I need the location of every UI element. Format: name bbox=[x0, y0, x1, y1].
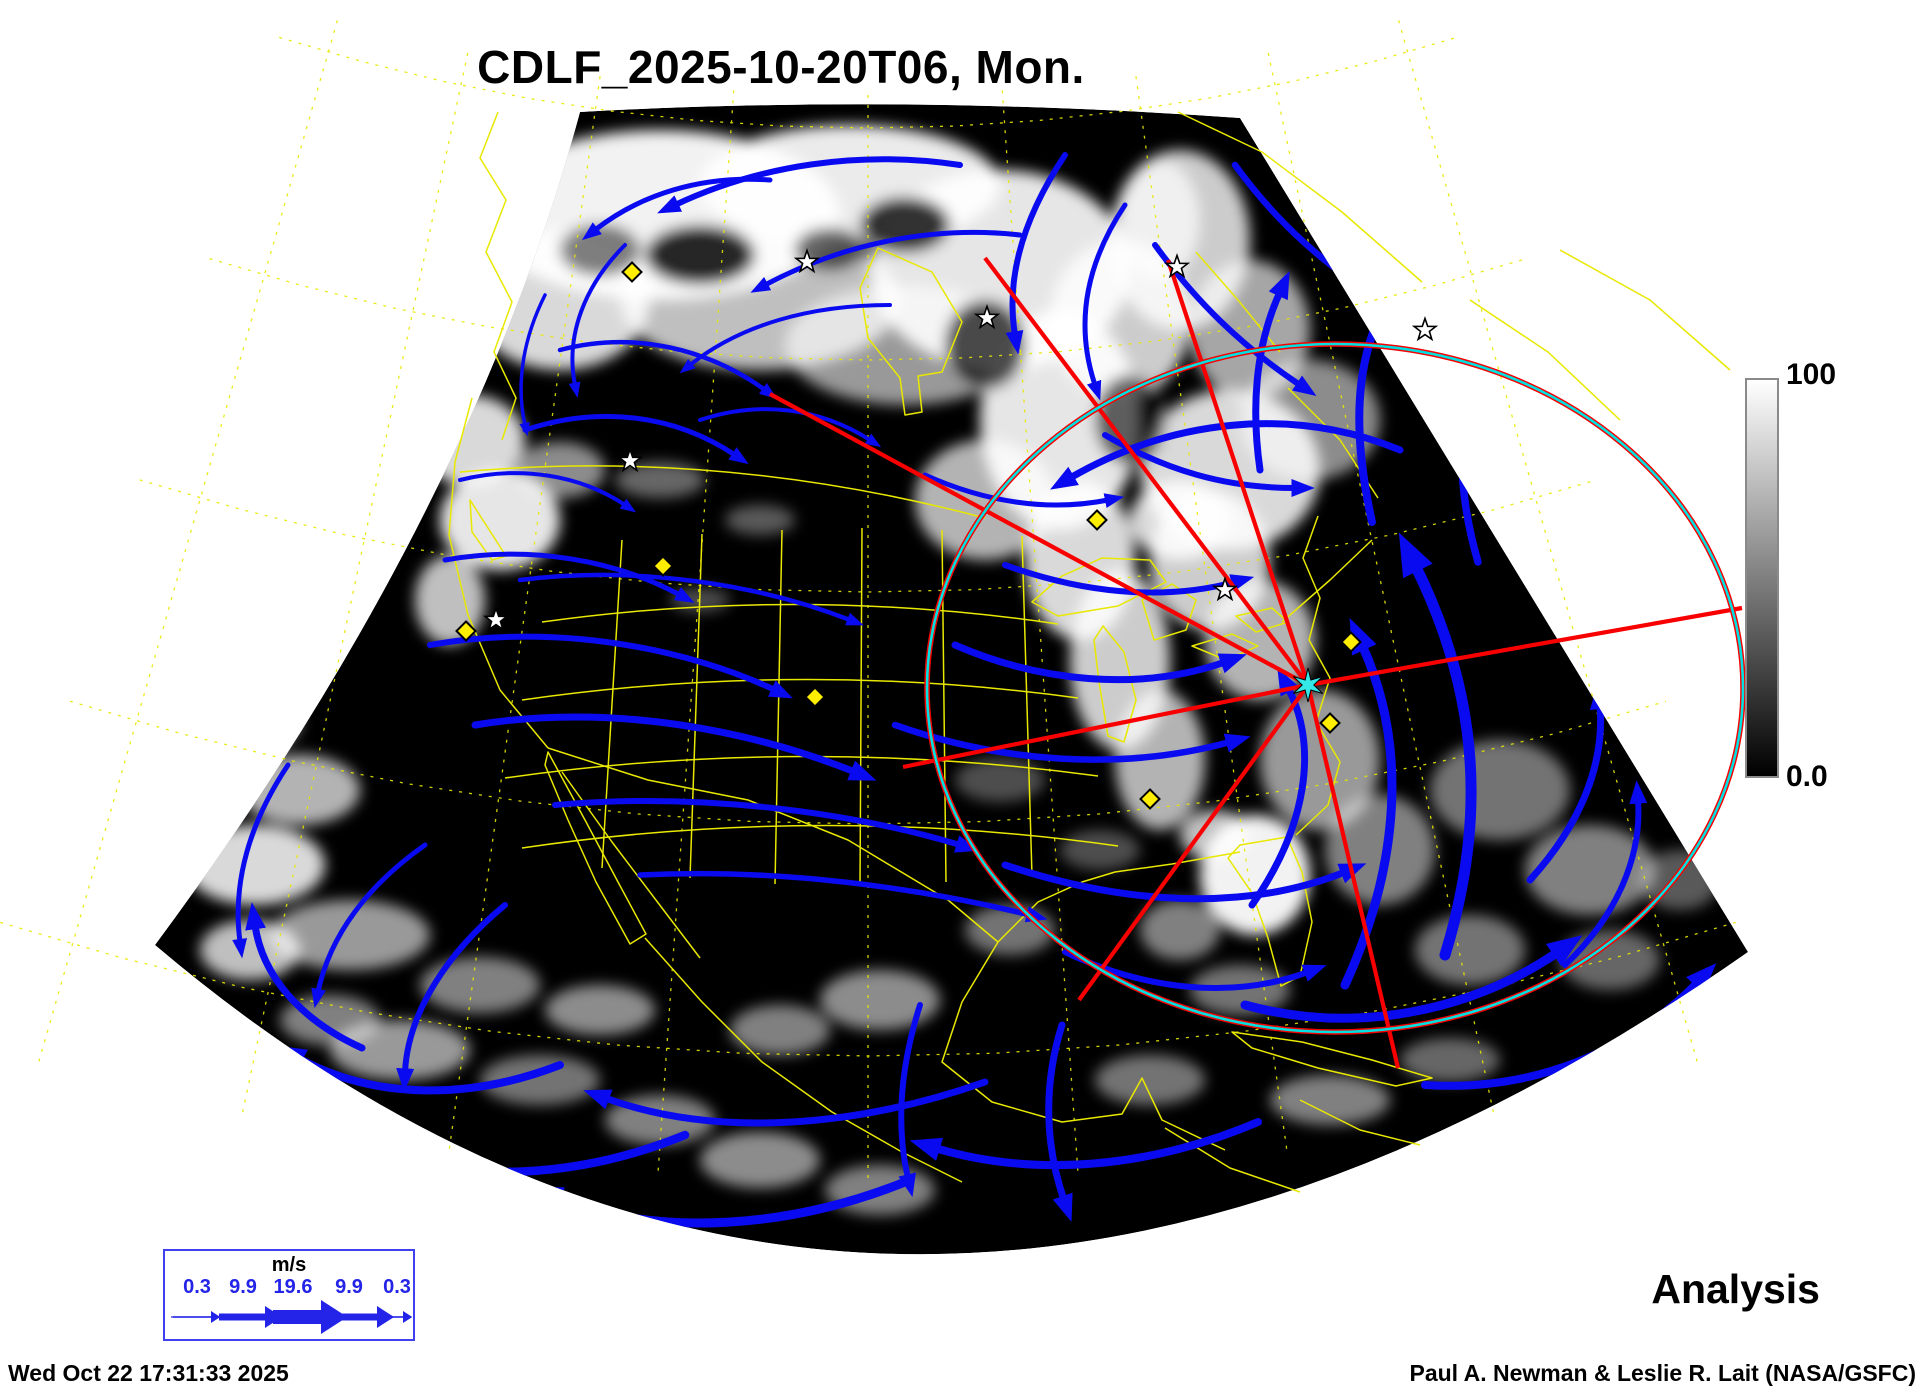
star-marker-icon bbox=[482, 606, 510, 632]
star-marker-icon bbox=[973, 304, 1001, 330]
diamond-marker-icon bbox=[1086, 509, 1108, 531]
star-marker-icon bbox=[1163, 253, 1191, 279]
legend-value: 0.3 bbox=[383, 1276, 411, 1298]
credit: Paul A. Newman & Leslie R. Lait (NASA/GS… bbox=[1409, 1360, 1916, 1386]
diamond-marker-icon bbox=[455, 620, 477, 642]
cloud-fraction-colorbar bbox=[1745, 378, 1779, 778]
star-marker-icon bbox=[616, 447, 644, 473]
wind-speed-legend: m/s 0.3 9.9 19.6 9.9 0.3 bbox=[163, 1249, 415, 1341]
timestamp: Wed Oct 22 17:31:33 2025 bbox=[8, 1360, 289, 1386]
range-ring-inner bbox=[925, 342, 1745, 1034]
borders-layer bbox=[448, 111, 1731, 1193]
diamond-markers-layer bbox=[455, 261, 1362, 810]
diamond-marker-icon bbox=[1319, 712, 1341, 734]
star-marker-icon bbox=[793, 248, 821, 274]
legend-value: 19.6 bbox=[273, 1276, 313, 1298]
star-marker-icon bbox=[1211, 576, 1239, 602]
page-title: CDLF_2025-10-20T06, Mon. bbox=[477, 41, 1085, 93]
diamond-marker-icon bbox=[621, 261, 643, 283]
storm-center-marker bbox=[1292, 667, 1324, 703]
colorbar-min-label: 0.0 bbox=[1786, 760, 1828, 793]
diamond-marker-icon bbox=[652, 555, 674, 577]
colorbar-max-label: 100 bbox=[1786, 358, 1837, 391]
wind-arrow-scale-icon bbox=[171, 1300, 413, 1334]
legend-value: 0.3 bbox=[183, 1276, 211, 1298]
analysis-label: Analysis bbox=[1651, 1266, 1820, 1312]
diamond-marker-icon bbox=[1340, 631, 1362, 653]
diamond-marker-icon bbox=[804, 686, 826, 708]
star-markers-layer bbox=[482, 248, 1439, 632]
legend-value: 9.9 bbox=[335, 1276, 363, 1298]
diamond-marker-icon bbox=[1139, 788, 1161, 810]
red-rays-layer bbox=[769, 256, 1743, 1069]
data-fan bbox=[155, 104, 1748, 1255]
star-marker-icon bbox=[1411, 316, 1439, 342]
cloud-field-layer bbox=[185, 125, 1720, 1215]
legend-units-label: m/s bbox=[271, 1254, 307, 1276]
legend-value: 9.9 bbox=[229, 1276, 257, 1298]
